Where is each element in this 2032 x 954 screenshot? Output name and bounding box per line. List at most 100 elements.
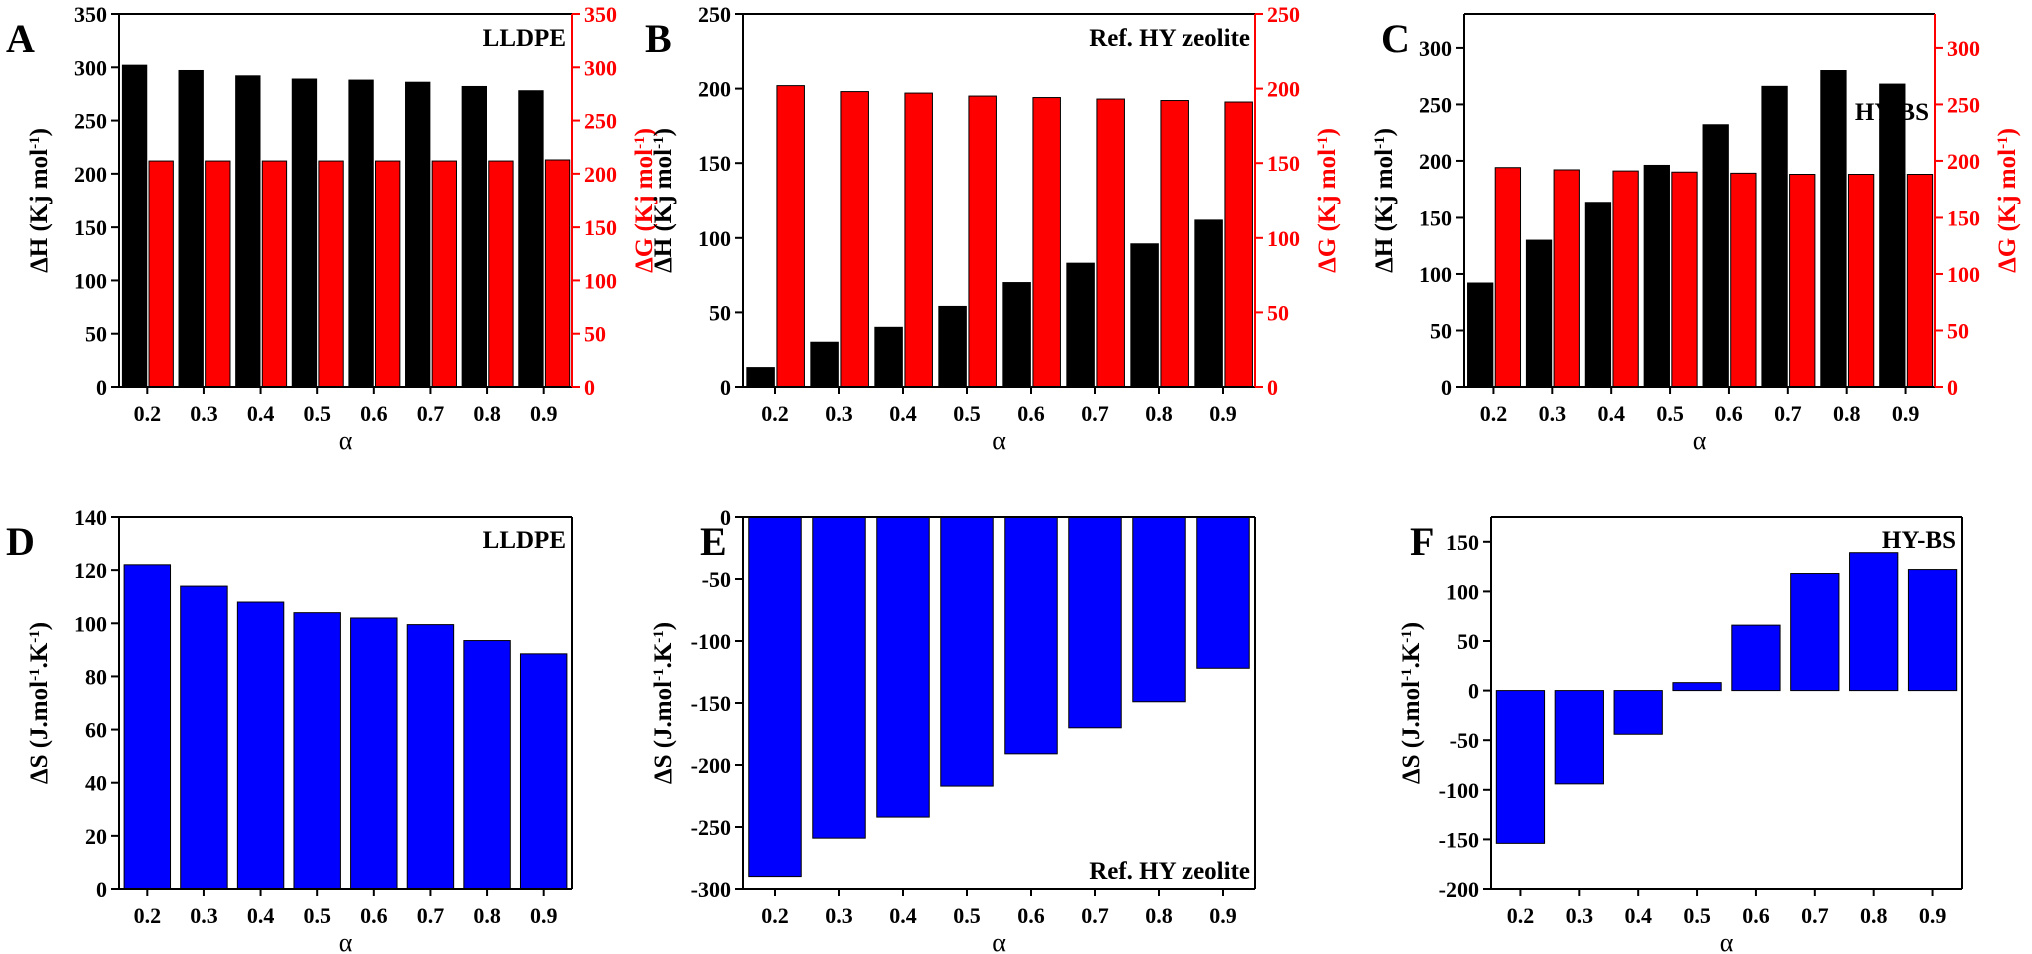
x-tick-label: 0.6: [1742, 903, 1770, 928]
panel-d: D 0 20 40 60 80 100 120 140 0.2 0.3 0.4 0.5 0.6 0.7 0.8…: [6, 505, 573, 954]
x-tick-label: 0.3: [190, 903, 218, 928]
y-axis-label: ΔH (Kj mol-1): [26, 128, 53, 273]
y-tick-label: 0: [96, 375, 107, 400]
y-tick-label: -100: [691, 629, 731, 654]
bar-b-dh-0.3: [810, 341, 839, 388]
y-axis-label-right: ΔG (Kj mol-1): [1314, 128, 1341, 273]
bar-b-dg-0.2: [776, 85, 805, 388]
panel-e: E -300 -250 -200 -150 -100 -50 0 0.2 0.3 0.4 0.5 0.6…: [650, 505, 1256, 954]
x-tick-label: 0.5: [1656, 401, 1684, 426]
y-tick-label: 50: [1430, 318, 1452, 343]
bar-e-ds-0.4: [876, 516, 930, 818]
bar-f-ds-0.4: [1613, 690, 1663, 735]
bar-d-ds-0.4: [236, 601, 285, 890]
y-tick-label-right: 200: [1947, 149, 1980, 174]
bar-c-dh-0.9: [1879, 83, 1906, 388]
x-tick-label: 0.9: [1919, 903, 1947, 928]
x-tick-label: 0.2: [134, 903, 162, 928]
x-tick-label: 0.2: [1507, 903, 1535, 928]
panel-letter: A: [6, 16, 35, 61]
y-tick-label-right: 50: [1947, 318, 1969, 343]
y-tick-label: 150: [698, 151, 731, 176]
bar-b-dh-0.2: [746, 367, 775, 388]
y-axis-label: ΔS (J.mol-1.K-1): [650, 622, 677, 784]
bar-a-dh-0.8: [461, 85, 487, 388]
bar-c-dh-0.8: [1820, 70, 1847, 388]
x-tick-label: 0.7: [1081, 401, 1109, 426]
bar-f-ds-0.7: [1790, 573, 1840, 692]
y-tick-label: -100: [1439, 778, 1479, 803]
y-tick-label-right: 250: [1267, 2, 1300, 27]
bar-a-dg-0.5: [318, 160, 344, 388]
y-tick-label: 300: [74, 55, 107, 80]
panel-title: Ref. HY zeolite: [1089, 25, 1250, 52]
x-tick-label: 0.7: [1801, 903, 1829, 928]
x-tick-label: 0.5: [303, 401, 331, 426]
y-tick-label: 250: [74, 109, 107, 134]
bar-c-dh-0.4: [1584, 202, 1612, 388]
y-tick-label: -50: [1450, 728, 1479, 753]
bar-e-ds-0.7: [1068, 516, 1122, 729]
y-tick-label: 40: [85, 771, 107, 796]
x-tick-label: 0.3: [825, 903, 853, 928]
panel-c: C 0 0 50 50 100 100 150 150 200 200 250 250 300 300 0.2…: [1371, 13, 2021, 455]
y-tick-label: 100: [74, 268, 107, 293]
y-tick-label: 200: [1419, 149, 1452, 174]
bar-c-dg-0.8: [1847, 174, 1875, 388]
bar-b-dh-0.5: [938, 305, 967, 388]
y-axis-label: ΔH (Kj mol-1): [1371, 128, 1398, 273]
bar-e-ds-0.3: [812, 516, 866, 839]
x-tick-label: 0.5: [953, 401, 981, 426]
x-tick-label: 0.7: [417, 903, 445, 928]
bar-c-dg-0.3: [1553, 169, 1580, 388]
x-tick-label: 0.8: [1833, 401, 1861, 426]
bar-f-ds-0.6: [1731, 624, 1781, 692]
y-tick-label: 150: [74, 215, 107, 240]
y-tick-label: 0: [1441, 375, 1452, 400]
bar-c-dh-0.5: [1643, 164, 1670, 388]
y-tick-label-right: 100: [1947, 262, 1980, 287]
bar-b-dh-0.8: [1130, 243, 1159, 388]
bar-a-dg-0.7: [431, 160, 457, 388]
y-tick-label-right: 250: [584, 109, 617, 134]
bar-e-ds-0.8: [1132, 516, 1186, 703]
panel-title: LLDPE: [483, 25, 566, 52]
bar-a-dg-0.4: [261, 160, 288, 388]
y-axis-label: ΔS (J.mol-1.K-1): [1398, 622, 1425, 784]
y-tick-label-right: 200: [1267, 77, 1300, 102]
bar-d-ds-0.6: [350, 617, 398, 890]
x-tick-label: 0.5: [953, 903, 981, 928]
y-tick-label: 20: [85, 824, 107, 849]
bar-b-dg-0.7: [1096, 98, 1125, 388]
y-tick-label: -150: [691, 691, 731, 716]
bar-d-ds-0.9: [519, 653, 568, 890]
bar-e-ds-0.9: [1196, 516, 1250, 669]
y-axis-label: ΔH (Kj mol-1): [650, 128, 677, 273]
y-tick-label-right: 100: [584, 268, 617, 293]
x-tick-label: 0.8: [1145, 401, 1173, 426]
bar-d-ds-0.3: [180, 585, 228, 890]
bar-f-ds-0.8: [1849, 552, 1899, 692]
x-tick-label: 0.8: [1145, 903, 1173, 928]
x-tick-label: 0.3: [825, 401, 853, 426]
bar-b-dg-0.9: [1224, 101, 1253, 388]
bar-c-dh-0.7: [1761, 85, 1788, 388]
bar-c-dg-0.5: [1671, 171, 1698, 388]
x-tick-label: 0.6: [360, 401, 388, 426]
x-tick-label: 0.4: [247, 903, 275, 928]
panel-letter: B: [645, 16, 672, 61]
y-tick-label-right: 150: [1267, 151, 1300, 176]
bar-d-ds-0.5: [293, 612, 341, 890]
bar-b-dg-0.6: [1032, 97, 1061, 388]
y-tick-label: 300: [1419, 36, 1452, 61]
x-tick-label: 0.2: [1480, 401, 1508, 426]
bar-a-dh-0.2: [121, 64, 148, 388]
x-tick-label: 0.3: [1566, 903, 1594, 928]
bar-a-dh-0.5: [291, 78, 318, 388]
bar-c-dg-0.2: [1494, 167, 1522, 388]
y-tick-label: 100: [74, 611, 107, 636]
bar-b-dh-0.9: [1194, 219, 1223, 388]
x-tick-label: 0.9: [530, 401, 558, 426]
bar-c-dg-0.4: [1612, 170, 1639, 388]
